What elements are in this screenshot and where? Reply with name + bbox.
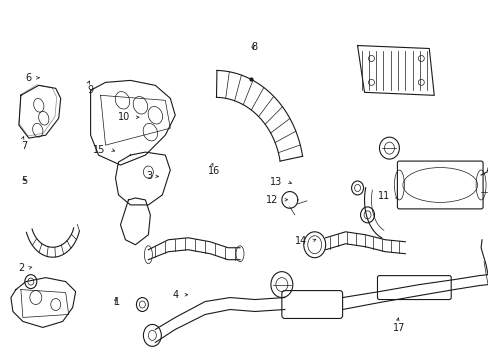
Text: 14: 14 <box>294 236 306 246</box>
Text: 15: 15 <box>93 144 105 154</box>
Text: 10: 10 <box>118 112 130 122</box>
Text: 4: 4 <box>172 290 179 300</box>
Text: 16: 16 <box>208 166 220 176</box>
Text: 2: 2 <box>18 263 24 273</box>
Text: 7: 7 <box>21 140 27 150</box>
Text: 3: 3 <box>145 171 152 181</box>
Text: 5: 5 <box>21 176 27 186</box>
Text: 6: 6 <box>25 73 31 83</box>
Text: 12: 12 <box>265 195 278 205</box>
Text: 13: 13 <box>270 177 282 187</box>
Text: 11: 11 <box>378 191 390 201</box>
Text: 8: 8 <box>251 42 257 52</box>
Text: 17: 17 <box>392 323 405 333</box>
Text: 9: 9 <box>87 85 93 95</box>
Text: 1: 1 <box>114 297 120 307</box>
